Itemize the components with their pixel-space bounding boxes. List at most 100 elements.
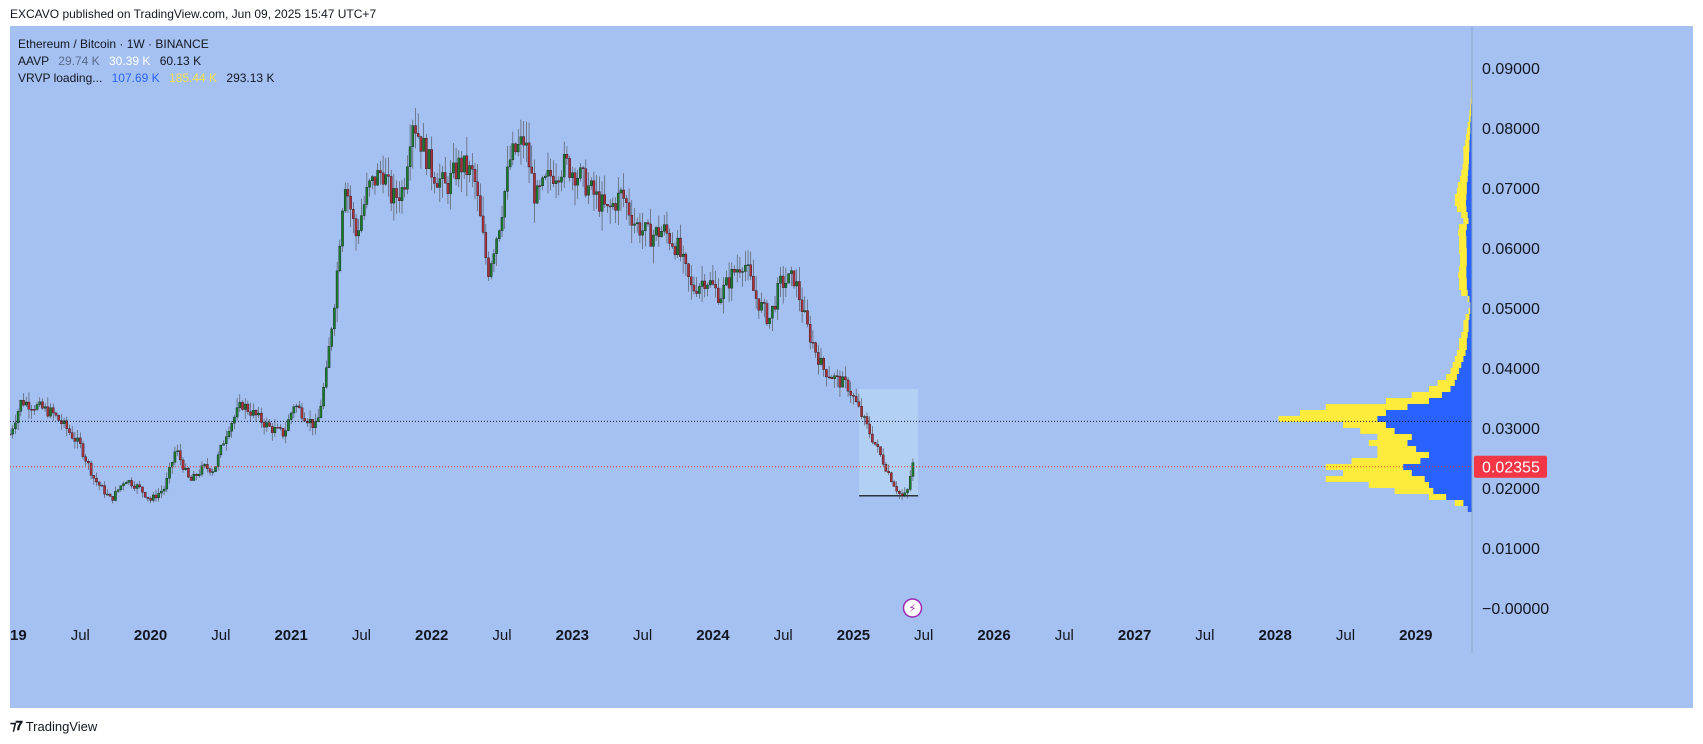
- candle-down: [460, 157, 463, 173]
- candle-up: [576, 178, 579, 186]
- candle-up: [357, 230, 360, 237]
- profile-row-up: [1470, 116, 1472, 122]
- candle-down: [622, 189, 625, 199]
- candle-up: [660, 231, 663, 237]
- candle-down: [684, 253, 688, 265]
- profile-row-up: [1424, 476, 1472, 482]
- candle-down: [854, 396, 858, 402]
- candle-up: [292, 406, 296, 414]
- profile-row-down: [1459, 260, 1472, 266]
- profile-row-up: [1468, 218, 1472, 224]
- profile-row-down: [1465, 140, 1472, 146]
- price-chart[interactable]: 0.09000 0.08000 0.07000 0.06000 0.05000 0.040…: [10, 26, 1693, 708]
- profile-row-down: [1459, 284, 1472, 290]
- candle-down: [792, 270, 796, 287]
- profile-row-up: [1467, 176, 1472, 182]
- candle-up: [741, 271, 744, 273]
- legend-aavp-row[interactable]: AAVP 29.74 K 30.39 K 60.13 K: [18, 53, 274, 70]
- candle-down: [473, 169, 477, 182]
- candle-up: [106, 493, 109, 496]
- candle-down: [565, 154, 569, 159]
- candle-up: [238, 402, 242, 408]
- candle-down: [530, 166, 534, 174]
- candle-down: [262, 422, 266, 428]
- profile-row-up: [1407, 440, 1472, 446]
- candle-up: [376, 170, 379, 186]
- price-axis[interactable]: 0.09000 0.08000 0.07000 0.06000 0.05000 0.040…: [1471, 26, 1549, 653]
- profile-row-down: [1468, 116, 1472, 122]
- profile-row-down: [1465, 134, 1472, 140]
- candle-up: [243, 403, 247, 410]
- candle-up: [165, 478, 169, 490]
- candle-down: [260, 412, 263, 423]
- candle-down: [687, 263, 690, 278]
- profile-row-up: [1468, 320, 1472, 326]
- candle-up: [365, 187, 369, 205]
- profile-row-down: [1459, 242, 1472, 248]
- candle-up: [422, 138, 425, 152]
- candle-up: [152, 494, 155, 501]
- profile-row-down: [1463, 218, 1472, 224]
- time-axis[interactable]: 2019 Jul 2020 Jul 2021 Jul 2022 Jul 2023 Jul 2024 J…: [10, 627, 1693, 644]
- profile-row-down: [1461, 170, 1472, 176]
- candle-down: [465, 155, 469, 176]
- candle-up: [114, 491, 117, 501]
- candle-up: [571, 172, 574, 178]
- candle-down: [41, 401, 44, 409]
- candle-up: [600, 194, 604, 212]
- candle-up: [341, 210, 344, 247]
- profile-row-up: [1465, 230, 1472, 236]
- candle-down: [884, 464, 888, 472]
- event-markers[interactable]: ⚡: [902, 598, 923, 618]
- candle-down: [381, 172, 385, 185]
- profile-row-up: [1456, 374, 1472, 380]
- candle-up: [681, 253, 685, 257]
- time-tick-label: 2023: [556, 627, 589, 644]
- candle-down: [711, 280, 715, 285]
- candle-down: [857, 401, 861, 407]
- profile-row-up: [1459, 368, 1472, 374]
- candle-down: [625, 198, 628, 203]
- candle-down: [435, 183, 439, 188]
- candle-up: [452, 162, 455, 174]
- candle-up: [795, 281, 798, 287]
- candle-down: [479, 195, 482, 217]
- candle-up: [619, 189, 623, 194]
- candle-up: [579, 167, 582, 179]
- candle-down: [352, 209, 355, 219]
- candle-down: [46, 406, 50, 417]
- candle-down: [806, 310, 809, 325]
- candle-down: [703, 280, 707, 289]
- candle-down: [208, 468, 212, 473]
- candle-up: [384, 174, 388, 185]
- candle-down: [346, 189, 350, 197]
- candle-down: [849, 391, 853, 396]
- candle-up: [495, 238, 498, 254]
- profile-row-down: [1325, 476, 1472, 482]
- chart-area[interactable]: 0.09000 0.08000 0.07000 0.06000 0.05000 0.040…: [10, 26, 1693, 708]
- profile-row-up: [1386, 410, 1472, 416]
- candle-down: [138, 484, 142, 488]
- tradingview-logo-icon[interactable]: ⁊𝟕: [10, 718, 23, 733]
- profile-row-up: [1469, 134, 1472, 140]
- legend-vrvp-row[interactable]: VRVP loading... 107.69 K 185.44 K 293.13…: [18, 70, 274, 87]
- candle-down: [811, 342, 815, 344]
- candle-down: [679, 237, 682, 257]
- profile-row-down: [1462, 164, 1472, 170]
- candle-down: [484, 232, 488, 259]
- candle-up: [168, 466, 171, 479]
- candle-down: [592, 180, 596, 195]
- profile-row-up: [1416, 446, 1472, 452]
- legend-symbol[interactable]: Ethereum / Bitcoin · 1W · BINANCE: [18, 37, 209, 51]
- aavp-value-1: 29.74 K: [58, 54, 100, 68]
- candle-down: [100, 485, 104, 487]
- candle-up: [784, 282, 788, 288]
- candle-down: [614, 203, 617, 211]
- time-tick-label: 2026: [977, 627, 1010, 644]
- candle-up: [911, 462, 915, 477]
- candle-up: [803, 310, 807, 312]
- candle-up: [768, 317, 771, 324]
- footer-brand[interactable]: TradingView: [25, 718, 98, 734]
- candle-down: [416, 133, 420, 137]
- profile-row-down: [1465, 314, 1472, 320]
